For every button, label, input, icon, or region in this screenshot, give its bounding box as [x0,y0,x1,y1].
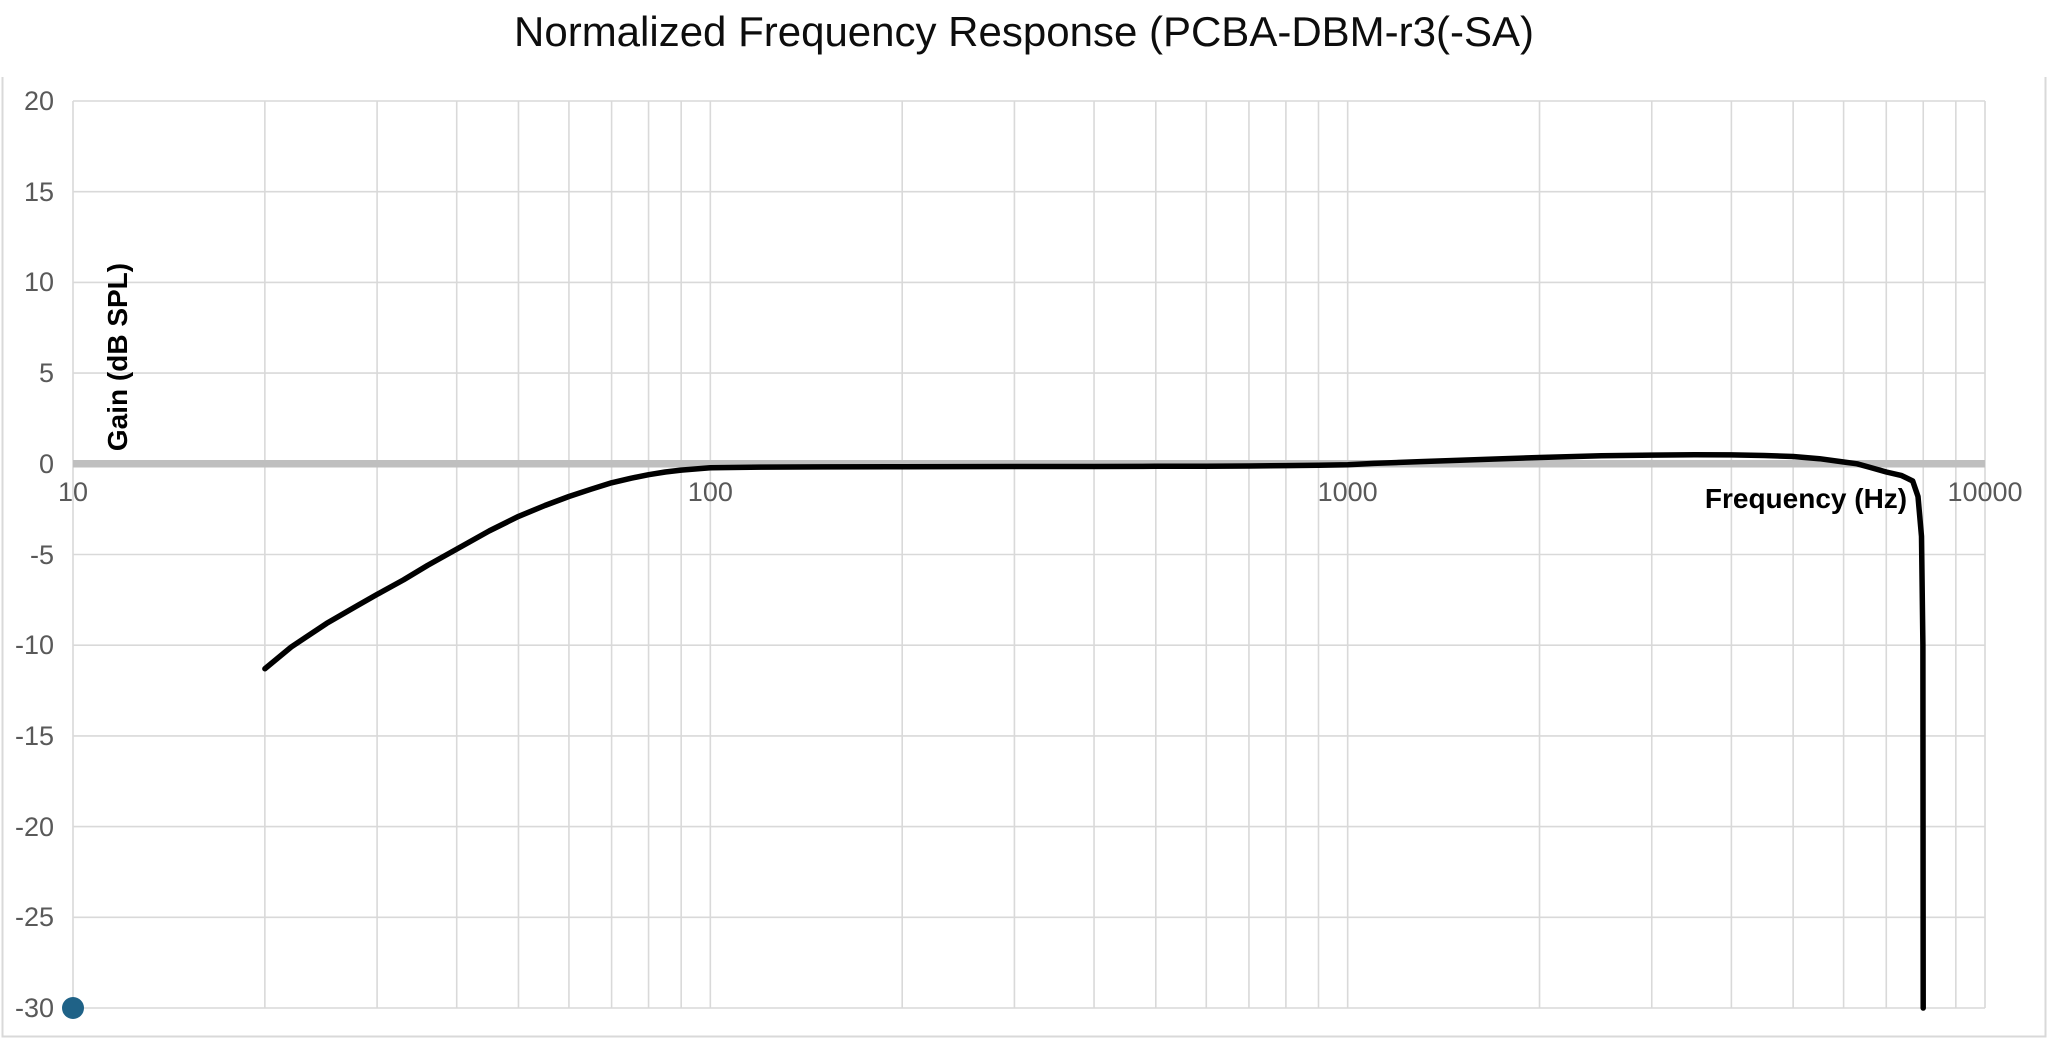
y-tick-label: -30 [14,993,54,1023]
y-tick-label: -25 [14,902,54,933]
x-tick-label: 10 [57,477,89,507]
y-tick-label: 10 [23,267,54,298]
x-tick-label: 10000 [1947,477,2023,507]
frequency-response-curve [262,451,1926,1011]
y-tick-label: -10 [14,630,54,661]
y-tick-label: -15 [14,720,54,751]
y-tick-label: 20 [23,86,54,116]
y-tick-label: -20 [14,811,54,842]
low-end-marker-point [62,997,84,1019]
x-axis-title: Frequency (Hz) [1704,483,1908,514]
x-tick-label: 1000 [1317,477,1378,507]
y-tick-label: -5 [29,539,54,570]
y-axis-title: Gain (dB SPL) [102,262,133,452]
chart-title: Normalized Frequency Response (PCBA-DBM-… [514,8,1534,55]
x-tick-label: 100 [687,477,733,507]
chart-border [1,77,2047,1038]
y-tick-label: 5 [38,358,54,389]
y-tick-label: 0 [38,448,54,479]
y-tick-label: 15 [23,176,54,207]
